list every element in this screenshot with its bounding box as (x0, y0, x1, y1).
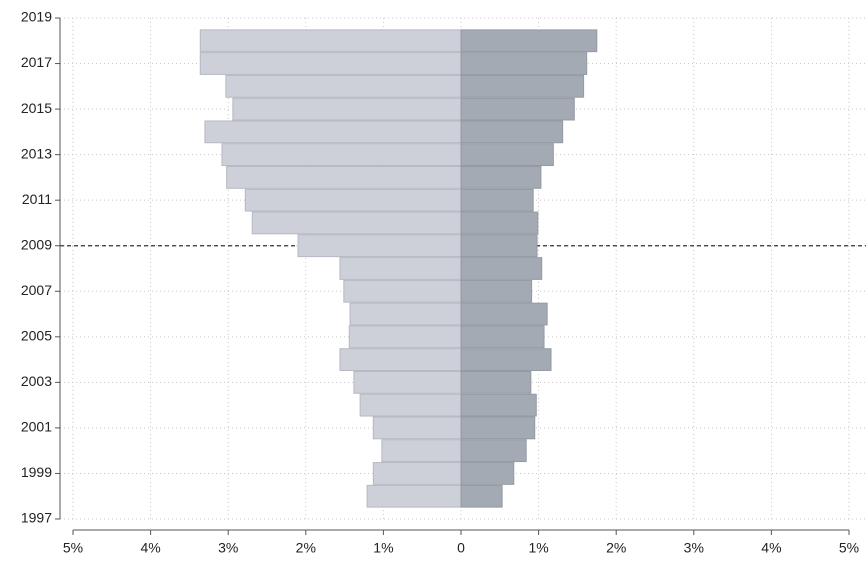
bar (244, 188, 462, 212)
x-tick-label: 1% (528, 540, 548, 556)
x-tick-label: 0 (457, 540, 465, 556)
bar (204, 120, 462, 144)
bar (460, 74, 585, 98)
y-tick-label: 2003 (21, 373, 52, 389)
y-tick-label: 2001 (21, 419, 52, 435)
bar (460, 416, 536, 440)
bar (251, 211, 462, 235)
bar (372, 416, 462, 440)
y-tick-label: 1997 (21, 510, 52, 526)
bar (460, 166, 542, 189)
bar (232, 97, 462, 121)
y-tick-label: 2017 (21, 54, 52, 70)
bar (381, 439, 462, 463)
x-tick-label: 4% (761, 540, 781, 556)
bar (460, 211, 539, 235)
bar (460, 279, 533, 303)
x-tick-label: 5% (63, 540, 83, 556)
x-tick-label: 2% (296, 540, 316, 556)
x-tick-label: 5% (839, 540, 859, 556)
y-tick-label: 2011 (22, 191, 52, 207)
bar (460, 120, 564, 144)
bar (460, 257, 543, 280)
bar (460, 143, 554, 167)
bar (366, 484, 462, 508)
bar (460, 439, 527, 463)
x-tick-label: 3% (684, 540, 704, 556)
bar (221, 143, 462, 167)
x-tick-label: 2% (606, 540, 626, 556)
y-tick-label: 1999 (21, 464, 52, 480)
bar (460, 302, 548, 326)
bar (372, 462, 462, 485)
bar (297, 234, 462, 258)
y-tick-label: 2013 (21, 145, 52, 161)
x-tick-label: 3% (218, 540, 238, 556)
bar (353, 370, 462, 394)
bar (199, 29, 462, 53)
bar (460, 52, 588, 75)
bar (226, 166, 462, 189)
y-tick-label: 2009 (21, 236, 52, 252)
bar (460, 97, 575, 121)
y-tick-label: 2015 (21, 100, 52, 116)
bar (460, 188, 534, 212)
bar (460, 29, 598, 53)
bar (225, 74, 462, 98)
bar (199, 52, 462, 75)
bar (343, 279, 462, 303)
y-tick-label: 2019 (21, 9, 52, 25)
x-tick-label: 1% (373, 540, 393, 556)
bar (460, 325, 545, 349)
bar (359, 393, 462, 417)
x-tick-label: 4% (140, 540, 160, 556)
bar (460, 484, 503, 508)
y-tick-label: 2007 (21, 282, 52, 298)
y-tick-label: 2005 (21, 328, 52, 344)
bar (460, 462, 515, 485)
bar (349, 302, 462, 326)
bar (460, 234, 538, 258)
bar (339, 257, 462, 280)
bar (460, 370, 532, 394)
bar (460, 393, 537, 417)
bar (348, 325, 462, 349)
bar (460, 348, 552, 371)
bar (339, 348, 462, 371)
